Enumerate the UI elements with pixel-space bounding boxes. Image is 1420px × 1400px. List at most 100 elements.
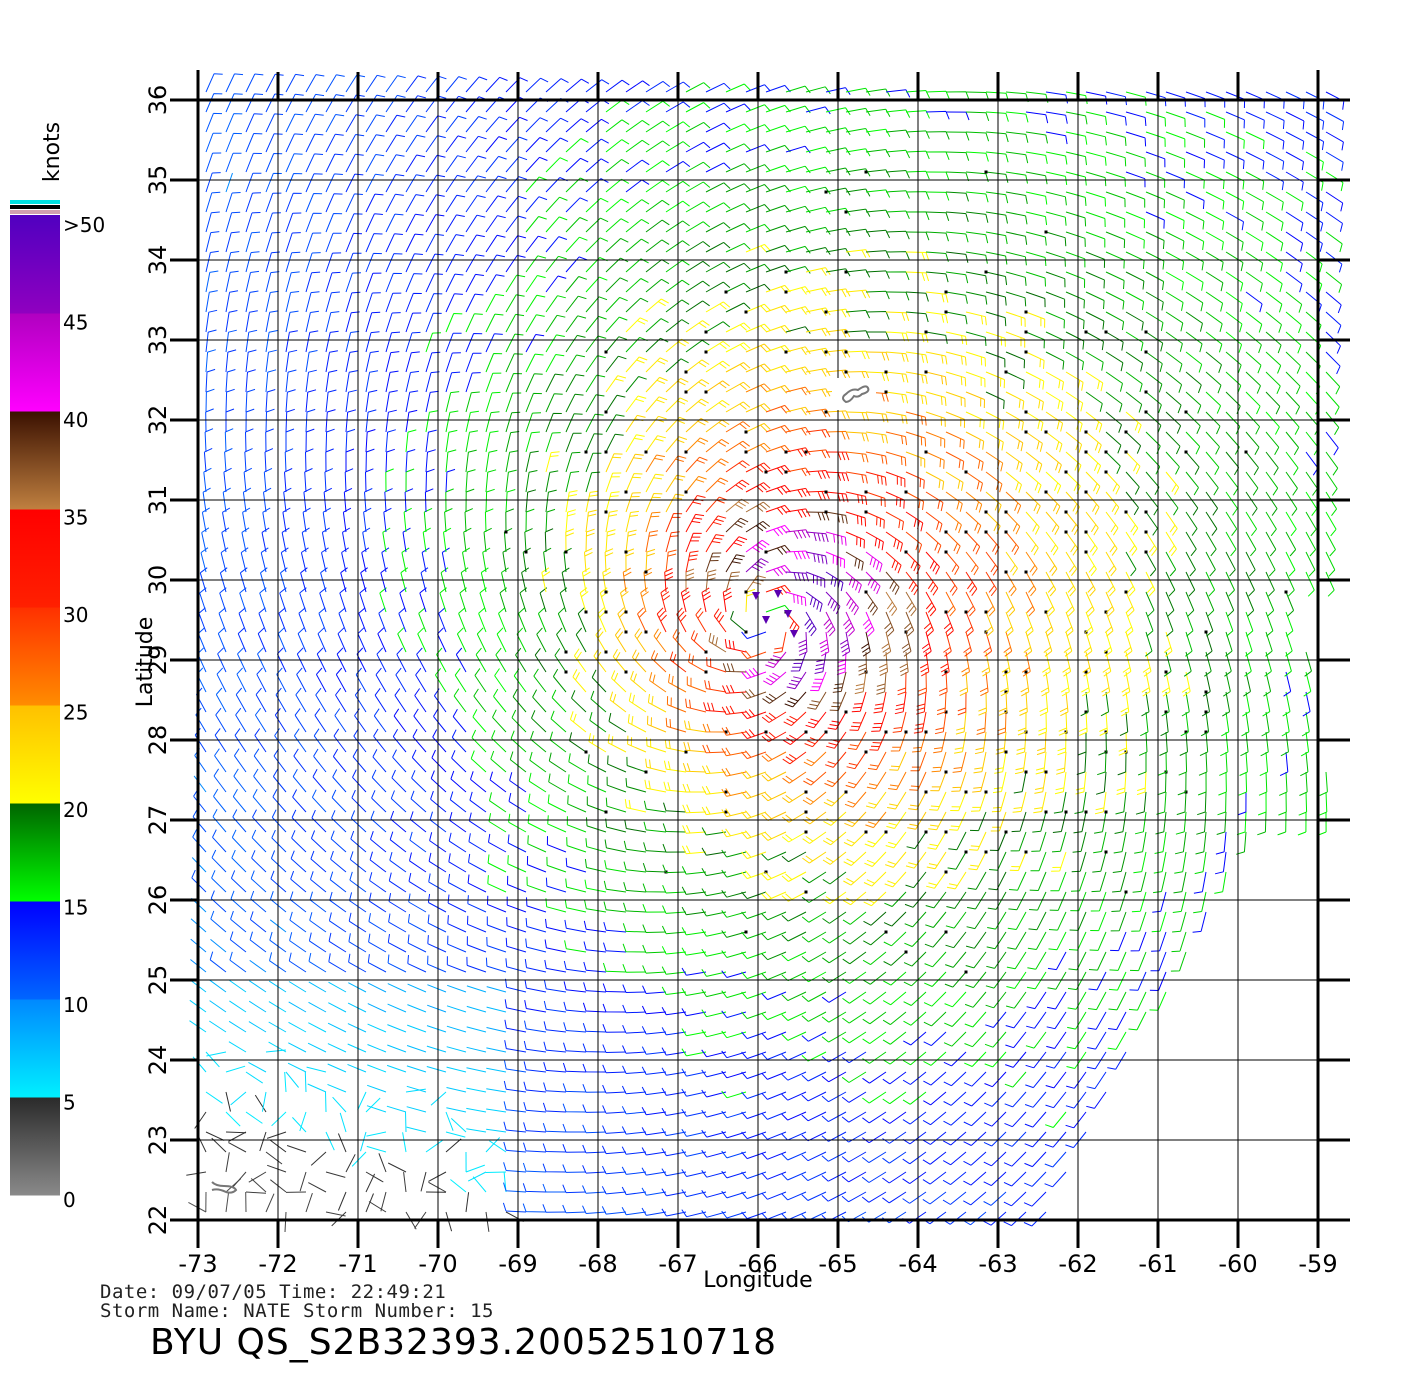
- wind-barb: [1045, 451, 1062, 474]
- wind-barb: [685, 550, 699, 573]
- wind-barb: [405, 449, 416, 473]
- wind-barb: [1165, 231, 1185, 250]
- wind-barb: [358, 607, 367, 633]
- wind-barb: [445, 155, 466, 173]
- wind-barb: [645, 80, 671, 93]
- wind-barb: [537, 607, 547, 633]
- wind-barb: [209, 951, 227, 973]
- wind-barb: [1007, 911, 1027, 930]
- wind-barb: [1109, 951, 1127, 971]
- wind-barb: [885, 471, 906, 488]
- wind-barb: [765, 524, 791, 537]
- rain-flag: [1104, 730, 1108, 734]
- wind-barb: [505, 333, 524, 353]
- wind-barb: [985, 171, 1009, 183]
- wind-barb: [387, 934, 407, 953]
- wind-barb: [985, 351, 1006, 368]
- wind-barb: [1005, 611, 1014, 637]
- wind-barb: [210, 939, 227, 953]
- wind-barb: [409, 831, 427, 853]
- wind-barb: [205, 250, 219, 273]
- wind-barb: [305, 389, 317, 413]
- wind-barb: [849, 711, 867, 731]
- wind-barb: [705, 477, 729, 493]
- wind-barb: [741, 1131, 767, 1140]
- wind-barb: [365, 154, 385, 173]
- wind-barb: [865, 591, 878, 616]
- wind-barb: [339, 1112, 347, 1133]
- wind-barb: [260, 567, 268, 593]
- wind-barb: [1113, 831, 1127, 854]
- wind-barb: [582, 1104, 607, 1113]
- wind-barb: [238, 607, 247, 633]
- rain-flag: [804, 830, 808, 834]
- wind-barb: [765, 584, 791, 595]
- wind-barb: [486, 916, 507, 933]
- wind-barb: [605, 433, 624, 453]
- wind-barb: [408, 893, 427, 913]
- wind-barb: [305, 271, 321, 293]
- wind-barb: [427, 955, 447, 973]
- wind-barb: [446, 1066, 467, 1073]
- wind-barb: [763, 671, 787, 686]
- rain-flag: [844, 710, 848, 714]
- wind-barb: [1047, 971, 1067, 990]
- wind-barb: [485, 155, 507, 173]
- wind-barb: [821, 1031, 847, 1043]
- wind-barb: [565, 471, 580, 493]
- wind-barb: [1152, 891, 1167, 913]
- wind-barb: [876, 671, 887, 695]
- wind-barb: [225, 1111, 241, 1127]
- wind-barb: [225, 192, 241, 213]
- wind-barb: [625, 453, 644, 473]
- wind-barb: [571, 690, 587, 713]
- wind-barb: [805, 126, 831, 135]
- wind-barb: [761, 1131, 787, 1140]
- wind-barb: [705, 222, 731, 233]
- rain-flag: [924, 790, 928, 794]
- wind-barb: [979, 671, 989, 697]
- wind-barb: [1065, 591, 1075, 617]
- wind-barb: [1025, 411, 1044, 432]
- wind-barb: [406, 1106, 427, 1113]
- wind-barb: [1101, 671, 1111, 697]
- wind-barb: [277, 627, 287, 653]
- rain-flag: [624, 610, 628, 614]
- wind-barb: [325, 428, 335, 453]
- wind-barb: [1050, 871, 1067, 892]
- wind-barb: [566, 816, 587, 833]
- wind-barb: [1245, 371, 1261, 394]
- rain-flag: [1004, 370, 1008, 374]
- x-tick-label: -63: [978, 1250, 1017, 1278]
- wind-barb: [741, 667, 767, 680]
- colorbar-tick-label: 20: [63, 798, 88, 822]
- wind-barb: [312, 769, 327, 793]
- wind-barb: [681, 886, 707, 895]
- wind-barb: [1005, 551, 1018, 576]
- wind-barb: [209, 979, 227, 993]
- wind-barb: [1285, 431, 1300, 456]
- wind-barb: [1245, 231, 1264, 251]
- wind-barb: [584, 900, 607, 913]
- wind-barb: [1299, 771, 1308, 796]
- wind-barb: [1120, 691, 1130, 717]
- wind-barb: [445, 194, 466, 213]
- wind-barb: [565, 432, 582, 453]
- wind-barb: [1145, 371, 1163, 393]
- wind-barb: [1036, 731, 1047, 756]
- wind-barb: [445, 1211, 453, 1232]
- wind-barb: [545, 412, 562, 433]
- wind-barb: [585, 452, 602, 473]
- wind-barb: [305, 252, 321, 273]
- wind-barb: [425, 410, 438, 433]
- wind-barb: [426, 1045, 447, 1053]
- wind-barb: [1205, 271, 1224, 292]
- wind-barb: [205, 290, 218, 313]
- wind-barb: [1049, 891, 1067, 911]
- wind-barb: [805, 388, 831, 398]
- wind-barb: [927, 831, 947, 850]
- wind-barb: [662, 823, 687, 833]
- wind-barb: [882, 1191, 907, 1204]
- wind-barb: [625, 529, 637, 553]
